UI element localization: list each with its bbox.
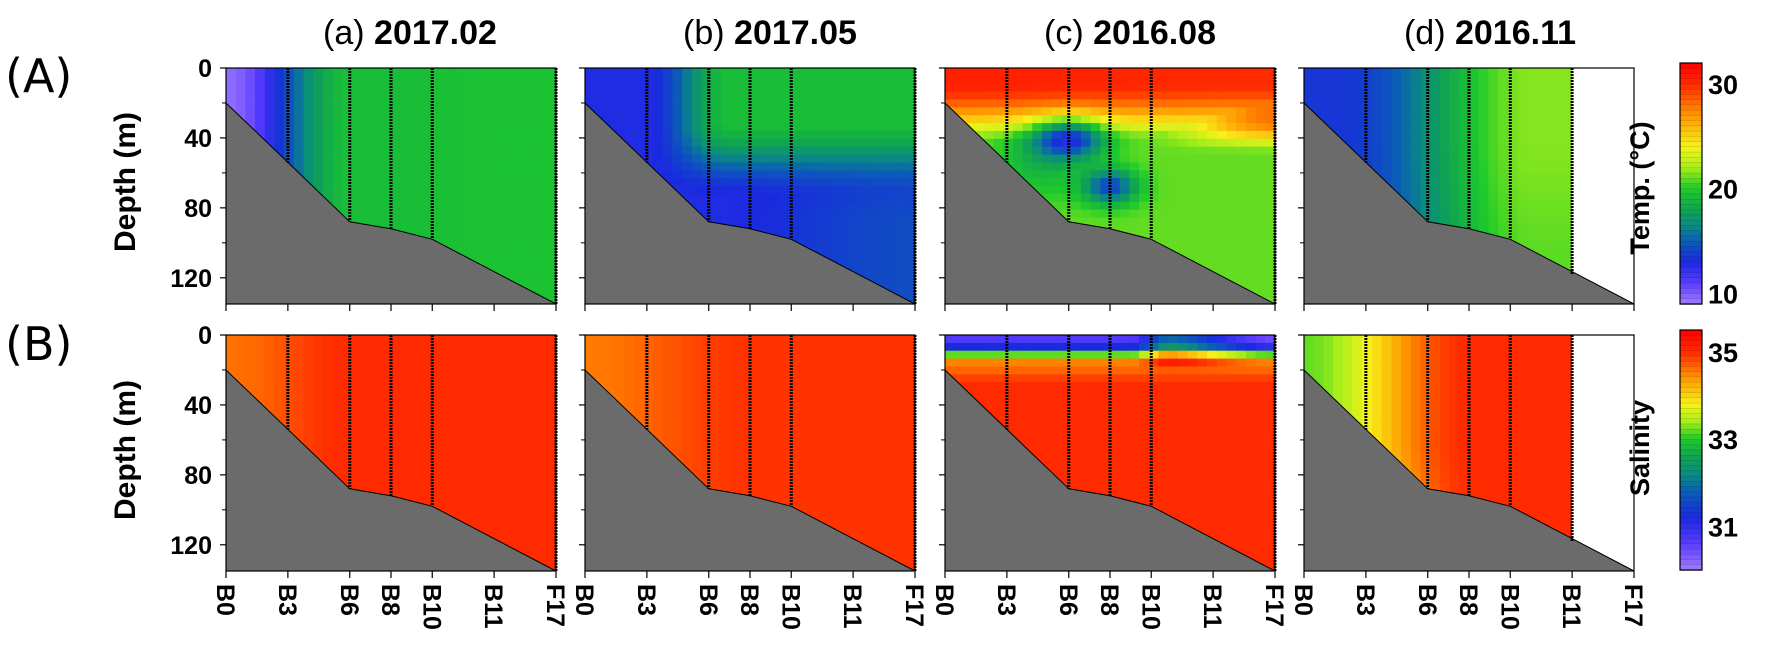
y-tick-label: 0 xyxy=(198,55,212,83)
panel-title-c-prefix: (c) xyxy=(1044,14,1093,52)
x-tick-label-b0: B0 xyxy=(211,584,239,616)
y-axis-label-a: Depth (m) xyxy=(109,112,142,252)
x-tick-label-b0: B0 xyxy=(1289,584,1317,616)
colorbar-tick-label: 31 xyxy=(1708,512,1738,542)
x-tick-label-b11: B11 xyxy=(838,584,866,629)
panel-title-d: (d) 2016.11 xyxy=(1404,14,1576,52)
y-tick-label: 120 xyxy=(170,265,212,293)
colorbar-tick-label: 35 xyxy=(1708,338,1738,368)
x-tick-label-b10: B10 xyxy=(776,584,804,630)
x-tick-label-b3: B3 xyxy=(632,584,660,616)
panel-title-a-date: 2017.02 xyxy=(374,14,497,52)
row-label-a: (A) xyxy=(5,49,72,103)
y-axis-label-b: Depth (m) xyxy=(109,380,142,520)
x-tick-label-b0: B0 xyxy=(930,584,958,616)
panel-title-b: (b) 2017.05 xyxy=(683,14,857,52)
colorbar-tick-label: 10 xyxy=(1708,280,1738,310)
colorbar-temp xyxy=(1679,62,1703,305)
colorbar-salinity-label: Salinity xyxy=(1625,400,1655,496)
x-tick-label-b0: B0 xyxy=(570,584,598,616)
x-tick-label-f17: F17 xyxy=(900,584,928,627)
x-tick-label-b10: B10 xyxy=(1136,584,1164,630)
panel-title-c-date: 2016.08 xyxy=(1093,14,1216,52)
x-tick-label-b8: B8 xyxy=(735,584,763,616)
y-tick-label: 80 xyxy=(184,195,212,223)
x-tick-label-f17: F17 xyxy=(1619,584,1647,627)
x-tick-label-b3: B3 xyxy=(273,584,301,616)
row-label-b: (B) xyxy=(5,317,72,371)
x-tick-label-f17: F17 xyxy=(541,584,569,627)
x-tick-label-b10: B10 xyxy=(417,584,445,630)
x-tick-label-b8: B8 xyxy=(1095,584,1123,616)
panel-title-c: (c) 2016.08 xyxy=(1044,14,1216,52)
colorbar-tick-label: 33 xyxy=(1708,425,1738,455)
x-tick-label-f17: F17 xyxy=(1260,584,1288,627)
colorbar-salinity xyxy=(1679,329,1703,571)
panel-title-b-prefix: (b) xyxy=(683,14,734,52)
x-tick-label-b10: B10 xyxy=(1495,584,1523,630)
x-tick-label-b6: B6 xyxy=(1413,584,1441,616)
y-tick-label: 80 xyxy=(184,462,212,490)
panel-title-d-date: 2016.11 xyxy=(1455,14,1576,52)
x-tick-label-b6: B6 xyxy=(1054,584,1082,616)
colorbar-temp-label: Temp. (°C) xyxy=(1625,121,1655,254)
y-tick-label: 40 xyxy=(184,392,212,420)
x-tick-label-b8: B8 xyxy=(376,584,404,616)
y-tick-label: 0 xyxy=(198,322,212,350)
colorbar-tick-label: 20 xyxy=(1708,175,1738,205)
panel-title-a: (a) 2017.02 xyxy=(323,14,497,52)
panel-title-d-prefix: (d) xyxy=(1404,14,1455,52)
panel-title-b-date: 2017.05 xyxy=(734,14,857,52)
y-tick-label: 120 xyxy=(170,532,212,560)
x-tick-label-b8: B8 xyxy=(1454,584,1482,616)
x-tick-label-b11: B11 xyxy=(479,584,507,629)
x-tick-label-b3: B3 xyxy=(992,584,1020,616)
x-tick-label-b11: B11 xyxy=(1198,584,1226,629)
x-tick-label-b6: B6 xyxy=(335,584,363,616)
x-tick-label-b6: B6 xyxy=(694,584,722,616)
x-tick-label-b11: B11 xyxy=(1557,584,1585,629)
panel-title-a-prefix: (a) xyxy=(323,14,374,52)
y-tick-label: 40 xyxy=(184,125,212,153)
colorbar-tick-label: 30 xyxy=(1708,70,1738,100)
x-tick-label-b3: B3 xyxy=(1351,584,1379,616)
